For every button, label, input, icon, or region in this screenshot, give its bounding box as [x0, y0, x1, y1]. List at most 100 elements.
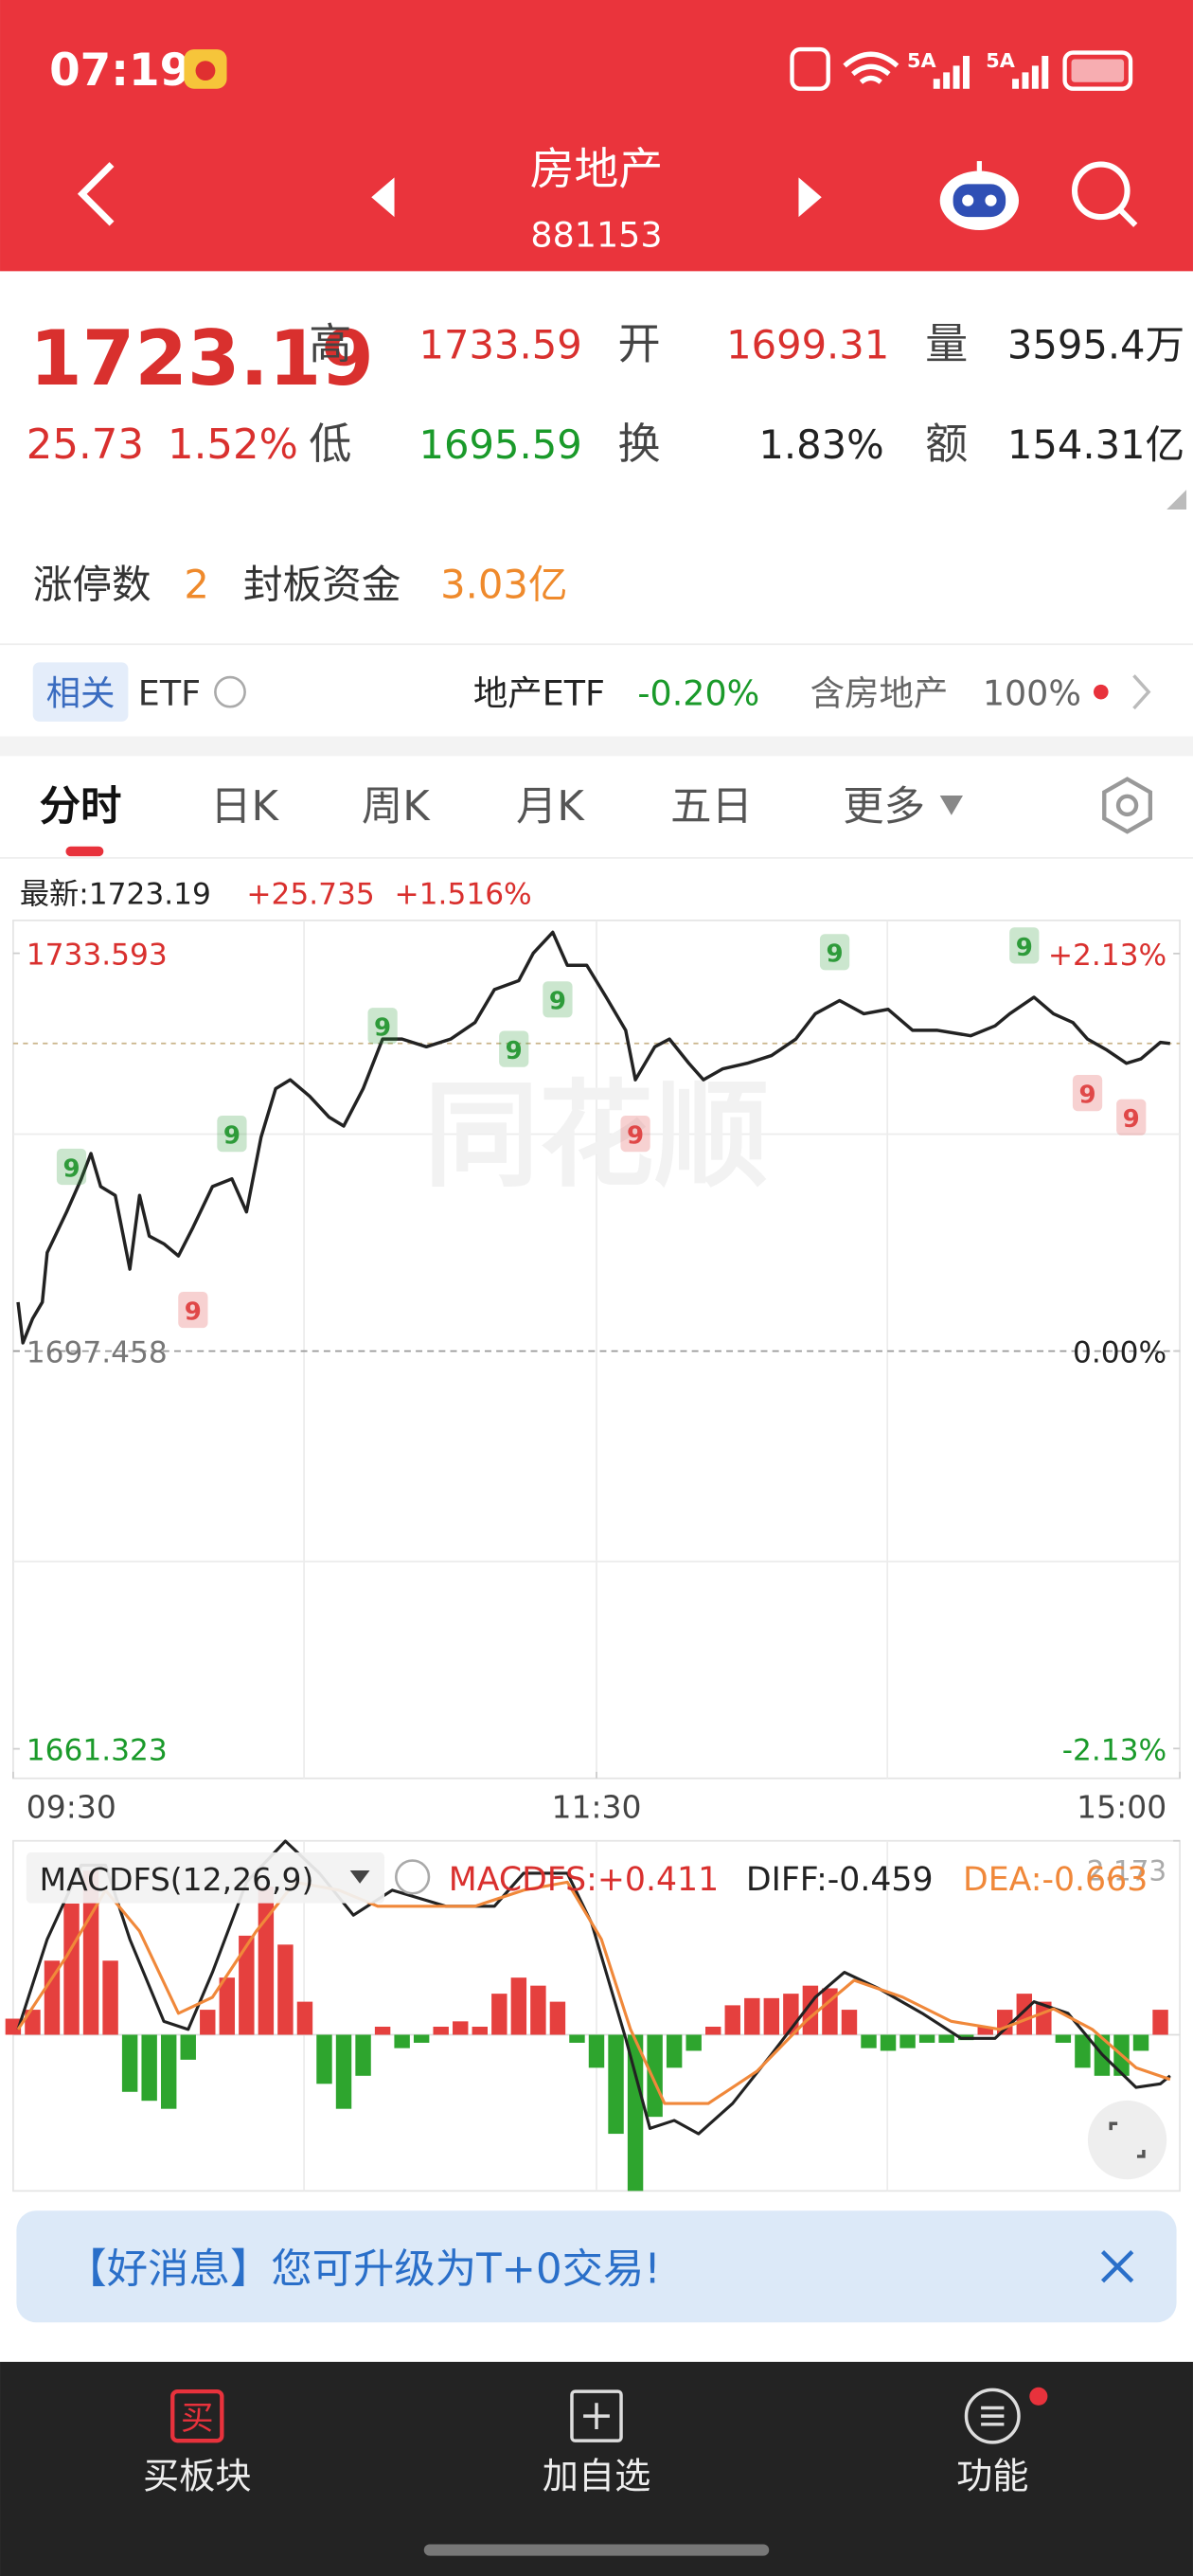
latest-change: +25.735: [246, 878, 374, 912]
help-icon[interactable]: [214, 675, 246, 708]
field-label: 高: [309, 318, 351, 368]
diff-value: DIFF:-0.459: [746, 1861, 934, 1899]
tab[interactable]: 月K: [516, 783, 585, 831]
tab[interactable]: 周K: [362, 783, 431, 831]
watermark: 同花顺: [424, 1068, 769, 1203]
macd-bar: [686, 2034, 702, 2051]
amount-value: 154.31亿: [1007, 421, 1184, 468]
signal-icon: [933, 56, 970, 89]
buy-icon[interactable]: [170, 2388, 224, 2443]
macd-bar: [413, 2034, 430, 2043]
banner-close[interactable]: [1100, 2250, 1134, 2283]
chevron[interactable]: [1132, 674, 1151, 710]
macd-bar: [491, 1994, 507, 2035]
macd-bar: [666, 2034, 683, 2068]
add-icon-plus: [583, 2403, 610, 2430]
search-button[interactable]: [1071, 161, 1138, 227]
macd-bar: [1132, 2034, 1149, 2051]
robot-button[interactable]: [939, 161, 1020, 230]
indicator-name[interactable]: MACDFS(12,26,9): [40, 1861, 314, 1898]
macd-bar: [121, 2034, 138, 2092]
signal-label: 9: [827, 940, 844, 969]
macd-bar: [1152, 2010, 1168, 2035]
settings-button[interactable]: [1102, 777, 1153, 834]
section-gap: [0, 736, 1193, 757]
wifi-icon: [843, 51, 899, 84]
signal-badge: [620, 1116, 650, 1153]
page-title: 房地产: [530, 144, 664, 195]
add-icon[interactable]: [570, 2389, 623, 2442]
expand-corner[interactable]: [1166, 490, 1187, 510]
bottom-nav: [0, 2361, 1193, 2576]
x-tick-label: 11:30: [551, 1788, 641, 1825]
signal-label: 9: [506, 1037, 523, 1065]
nfc-icon: [790, 46, 830, 91]
signal-badge: [178, 1291, 208, 1329]
buy-icon-text[interactable]: 买: [181, 2400, 214, 2438]
limit-count: 2: [184, 562, 209, 608]
nav-label[interactable]: 加自选: [543, 2456, 651, 2497]
nav-label[interactable]: 买板块: [143, 2456, 252, 2497]
clock: 07:19: [49, 45, 190, 97]
price-line: [16, 930, 1171, 1345]
latest-change-pct: +1.516%: [395, 878, 532, 912]
signal-label: 9: [223, 1122, 240, 1151]
macd-bar: [25, 2010, 41, 2035]
signal-badge: [499, 1030, 529, 1067]
etf-label: ETF: [138, 673, 201, 714]
signal-badge: [217, 1116, 247, 1153]
macd-bar: [277, 1944, 294, 2035]
macdfs-value: MACDFS:+0.411: [449, 1861, 719, 1899]
banner-text[interactable]: 【好消息】您可升级为T+0交易!: [65, 2246, 660, 2294]
etf-name[interactable]: 地产ETF: [473, 673, 605, 714]
indicator-select[interactable]: [26, 1852, 385, 1904]
help-icon[interactable]: [394, 1859, 431, 1895]
macd-bar: [296, 2001, 313, 2035]
fund-value: 3.03亿: [440, 562, 567, 608]
y2-tick-label: 0.00%: [1073, 1336, 1166, 1370]
tab[interactable]: 更多: [843, 783, 925, 831]
tab[interactable]: 日K: [210, 783, 279, 831]
signal-label: 9: [62, 1154, 80, 1183]
macd-bar: [763, 1997, 780, 2035]
macd-bar: [200, 2010, 216, 2035]
next-button[interactable]: [798, 177, 822, 218]
macd-bar: [180, 2034, 196, 2060]
signal-badge: [1009, 927, 1040, 964]
last-price: 1723.19: [29, 314, 374, 402]
menu-icon[interactable]: [964, 2388, 1021, 2444]
y-tick-label: 1733.593: [27, 939, 168, 973]
macd-bar: [724, 2005, 740, 2035]
y-tick-label: 1697.458: [27, 1336, 168, 1370]
field-label: 额: [925, 419, 968, 469]
prev-button[interactable]: [371, 177, 395, 218]
y2-tick-label: -2.13%: [1062, 1733, 1166, 1767]
signal-badge: [543, 981, 573, 1018]
signal-label: 9: [1123, 1105, 1140, 1134]
macd-bar: [822, 1988, 838, 2035]
macd-bar: [647, 2034, 663, 2118]
dea-value: DEA:-0.663: [963, 1861, 1148, 1899]
macd-bar: [569, 2034, 585, 2043]
signal-label: 5A: [986, 49, 1015, 72]
turnover-value: 1.83%: [758, 421, 883, 468]
red-dot: [1093, 684, 1109, 700]
menu-badge: [1029, 2387, 1048, 2406]
macd-bar: [472, 2027, 488, 2035]
signal-badge: [367, 1008, 398, 1045]
volume-value: 3595.4万: [1007, 321, 1184, 367]
price-change: 25.73: [27, 421, 144, 469]
tab[interactable]: 五日: [670, 783, 753, 831]
tab[interactable]: 分时: [40, 783, 122, 831]
back-button[interactable]: [77, 162, 115, 226]
banner[interactable]: [16, 2210, 1177, 2323]
high-value: 1733.59: [419, 321, 582, 367]
macd-bar: [549, 2001, 566, 2035]
macd-bar: [608, 2034, 624, 2135]
nav-label[interactable]: 功能: [956, 2456, 1028, 2497]
signal-label: 9: [627, 1122, 644, 1151]
fullscreen-button[interactable]: [1087, 2100, 1167, 2180]
macd-bar: [510, 1977, 527, 2035]
macd-line: [16, 1839, 1171, 2136]
